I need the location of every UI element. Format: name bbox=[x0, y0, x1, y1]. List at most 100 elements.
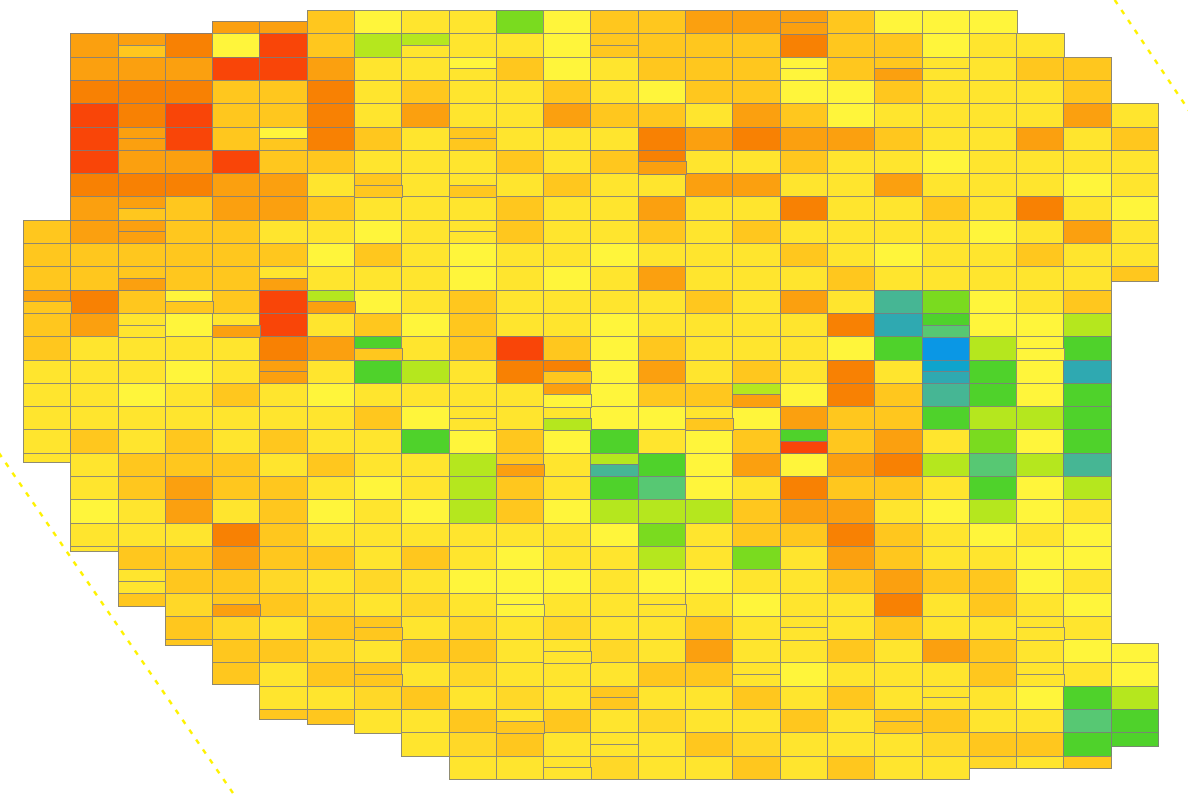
heatmap-cell[interactable] bbox=[1063, 685, 1113, 711]
heatmap-cell[interactable] bbox=[1016, 639, 1065, 664]
heatmap-cell[interactable] bbox=[70, 79, 120, 105]
heatmap-cell[interactable] bbox=[495, 79, 545, 105]
heatmap-cell[interactable] bbox=[448, 662, 498, 688]
heatmap-cell[interactable] bbox=[306, 196, 356, 222]
heatmap-cell[interactable] bbox=[1063, 243, 1113, 268]
heatmap-cell[interactable] bbox=[212, 615, 261, 641]
heatmap-cell[interactable] bbox=[1016, 406, 1065, 431]
heatmap-cell[interactable] bbox=[685, 545, 734, 571]
heatmap-cell[interactable] bbox=[23, 243, 72, 268]
heatmap-cell-split[interactable] bbox=[354, 674, 403, 688]
heatmap-cell[interactable] bbox=[968, 33, 1018, 59]
heatmap-cell[interactable] bbox=[212, 56, 261, 82]
heatmap-cell[interactable] bbox=[164, 126, 214, 152]
heatmap-cell[interactable] bbox=[212, 476, 261, 501]
heatmap-cell[interactable] bbox=[590, 476, 640, 501]
heatmap-cell[interactable] bbox=[1063, 266, 1113, 292]
heatmap-cell[interactable] bbox=[590, 173, 640, 198]
heatmap-cell-split[interactable] bbox=[779, 627, 829, 641]
heatmap-cell[interactable] bbox=[495, 732, 545, 758]
heatmap-cell[interactable] bbox=[1016, 219, 1065, 245]
heatmap-cell[interactable] bbox=[921, 336, 971, 361]
heatmap-cell[interactable] bbox=[1063, 79, 1113, 105]
heatmap-cell[interactable] bbox=[1110, 662, 1160, 688]
heatmap-cell[interactable] bbox=[826, 662, 876, 688]
heatmap-cell[interactable] bbox=[826, 592, 876, 618]
heatmap-cell[interactable] bbox=[212, 79, 261, 105]
heatmap-cell-split[interactable] bbox=[779, 68, 829, 82]
heatmap-cell[interactable] bbox=[779, 149, 829, 175]
heatmap-cell[interactable] bbox=[401, 452, 451, 478]
heatmap-cell[interactable] bbox=[1063, 289, 1113, 315]
heatmap-cell[interactable] bbox=[1063, 592, 1113, 618]
heatmap-cell[interactable] bbox=[685, 662, 734, 688]
heatmap-cell[interactable] bbox=[1063, 522, 1113, 548]
heatmap-cell[interactable] bbox=[590, 103, 640, 128]
heatmap-cell[interactable] bbox=[968, 196, 1018, 222]
heatmap-cell[interactable] bbox=[874, 382, 923, 408]
heatmap-cell[interactable] bbox=[1016, 382, 1065, 408]
heatmap-cell[interactable] bbox=[354, 639, 403, 664]
heatmap-cell[interactable] bbox=[23, 382, 72, 408]
heatmap-cell[interactable] bbox=[164, 56, 214, 82]
heatmap-cell[interactable] bbox=[732, 289, 782, 315]
heatmap-cell[interactable] bbox=[401, 662, 451, 688]
heatmap-cell[interactable] bbox=[23, 219, 72, 245]
heatmap-cell[interactable] bbox=[164, 429, 214, 455]
heatmap-cell[interactable] bbox=[1063, 452, 1113, 478]
heatmap-cell[interactable] bbox=[212, 452, 261, 478]
heatmap-cell[interactable] bbox=[117, 429, 167, 455]
heatmap-cell[interactable] bbox=[590, 709, 640, 734]
heatmap-cell[interactable] bbox=[354, 10, 403, 35]
heatmap-cell[interactable] bbox=[1016, 709, 1065, 734]
heatmap-cell[interactable] bbox=[968, 149, 1018, 175]
heatmap-cell[interactable] bbox=[23, 406, 72, 431]
heatmap-cell-split[interactable] bbox=[212, 604, 261, 618]
heatmap-cell[interactable] bbox=[164, 382, 214, 408]
heatmap-cell[interactable] bbox=[968, 56, 1018, 82]
heatmap-cell[interactable] bbox=[874, 103, 923, 128]
heatmap-cell[interactable] bbox=[1063, 219, 1113, 245]
heatmap-cell[interactable] bbox=[259, 615, 309, 641]
heatmap-cell[interactable] bbox=[448, 266, 498, 292]
heatmap-cell[interactable] bbox=[874, 569, 923, 594]
heatmap-cell[interactable] bbox=[1063, 126, 1113, 152]
heatmap-cell[interactable] bbox=[826, 312, 876, 338]
heatmap-cell[interactable] bbox=[637, 382, 687, 408]
heatmap-cell[interactable] bbox=[117, 103, 167, 128]
heatmap-cell[interactable] bbox=[354, 243, 403, 268]
heatmap-cell[interactable] bbox=[117, 243, 167, 268]
heatmap-cell[interactable] bbox=[779, 545, 829, 571]
heatmap-cell-split[interactable] bbox=[732, 394, 782, 408]
heatmap-cell[interactable] bbox=[117, 149, 167, 175]
heatmap-cell[interactable] bbox=[637, 662, 687, 688]
heatmap-cell[interactable] bbox=[826, 406, 876, 431]
heatmap-cell[interactable] bbox=[448, 709, 498, 734]
heatmap-cell-split[interactable] bbox=[306, 301, 356, 315]
heatmap-cell[interactable] bbox=[259, 219, 309, 245]
heatmap-cell[interactable] bbox=[779, 755, 829, 781]
heatmap-cell[interactable] bbox=[117, 382, 167, 408]
heatmap-cell[interactable] bbox=[590, 615, 640, 641]
heatmap-cell[interactable] bbox=[401, 732, 451, 758]
heatmap-cell[interactable] bbox=[921, 126, 971, 152]
heatmap-cell[interactable] bbox=[354, 522, 403, 548]
heatmap-cell-split[interactable] bbox=[874, 68, 923, 82]
heatmap-cell[interactable] bbox=[1063, 639, 1113, 664]
heatmap-cell[interactable] bbox=[779, 685, 829, 711]
heatmap-cell[interactable] bbox=[401, 592, 451, 618]
heatmap-cell[interactable] bbox=[921, 103, 971, 128]
heatmap-cell-split[interactable] bbox=[117, 208, 167, 222]
heatmap-cell[interactable] bbox=[874, 126, 923, 152]
heatmap-cell[interactable] bbox=[448, 522, 498, 548]
heatmap-cell[interactable] bbox=[212, 569, 261, 594]
heatmap-cell[interactable] bbox=[732, 685, 782, 711]
heatmap-cell[interactable] bbox=[637, 56, 687, 82]
heatmap-cell[interactable] bbox=[164, 406, 214, 431]
heatmap-cell[interactable] bbox=[259, 196, 309, 222]
heatmap-cell[interactable] bbox=[306, 639, 356, 664]
heatmap-cell[interactable] bbox=[685, 173, 734, 198]
heatmap-cell[interactable] bbox=[543, 732, 592, 758]
heatmap-cell[interactable] bbox=[732, 149, 782, 175]
heatmap-cell[interactable] bbox=[921, 545, 971, 571]
